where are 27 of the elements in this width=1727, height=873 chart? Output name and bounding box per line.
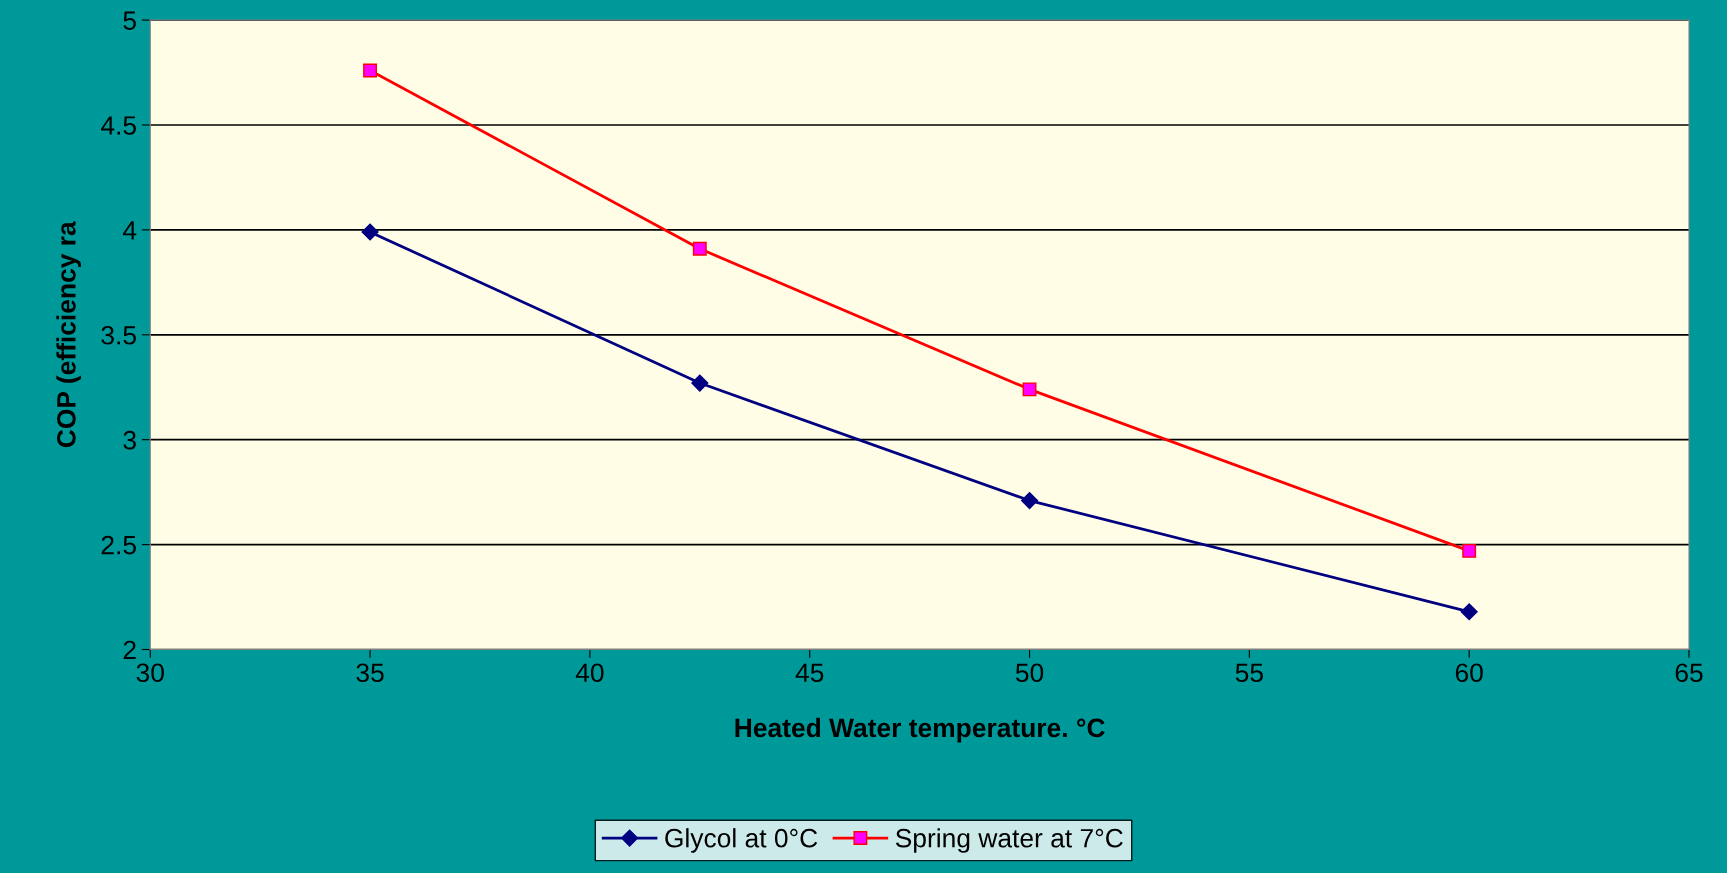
y-tick-label: 3.5: [101, 325, 136, 345]
y-tick-label: 3: [123, 430, 136, 450]
point: [1020, 491, 1039, 510]
point: [1022, 382, 1037, 397]
x-tick-label: 40: [575, 663, 604, 683]
y-tick-label: 2: [123, 640, 136, 660]
point: [692, 241, 707, 256]
x-tick-label: 35: [356, 663, 384, 683]
point: [691, 374, 709, 392]
point: [1460, 603, 1478, 621]
x-tick-label: 30: [136, 663, 164, 683]
point: [363, 63, 378, 78]
y-tick-label: 4: [122, 221, 137, 240]
y-tick-label: 2.5: [101, 535, 136, 555]
legend-label: Spring water at 7°C: [895, 828, 1123, 853]
legend-label: Glycol at 0°C: [665, 828, 818, 853]
y-tick-label: 5: [123, 11, 136, 30]
y-axis-title: COP (efficiency ra: [56, 221, 81, 448]
x-tick-label: 45: [795, 663, 824, 683]
x-axis-title: Heated Water temperature. °C: [735, 717, 1105, 743]
x-tick-label: 50: [1015, 663, 1044, 683]
x-tick-label: 55: [1235, 663, 1263, 683]
x-tick-label: 65: [1675, 663, 1703, 683]
point: [361, 223, 379, 241]
x-tick-label: 60: [1455, 663, 1483, 683]
y-tick-label: 4.5: [100, 116, 136, 135]
point: [1462, 543, 1477, 558]
